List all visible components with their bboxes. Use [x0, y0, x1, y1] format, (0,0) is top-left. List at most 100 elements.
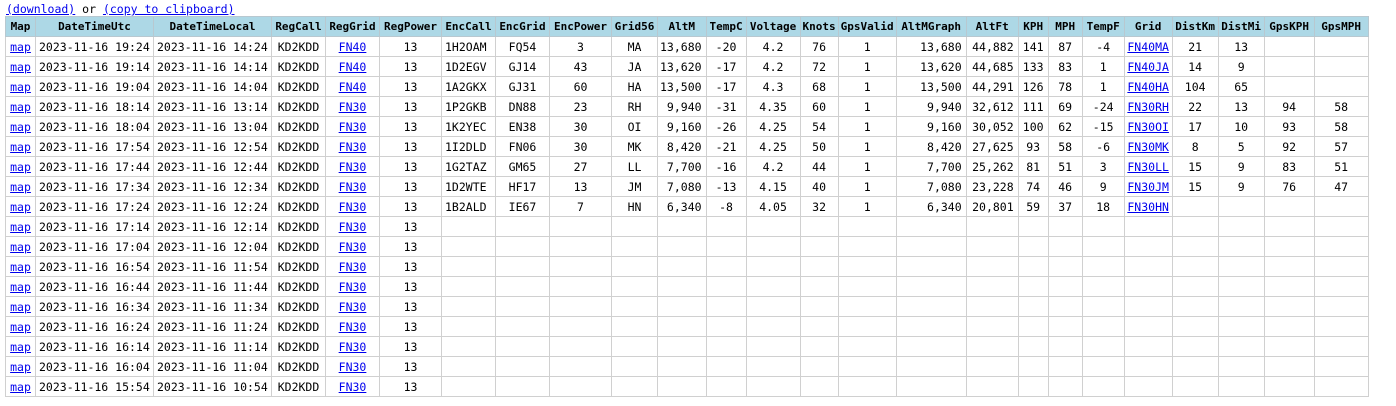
- map-link[interactable]: map: [10, 179, 31, 194]
- map-link[interactable]: map: [10, 359, 31, 374]
- reggrid-link[interactable]: FN30: [338, 139, 367, 154]
- map-link[interactable]: map: [10, 259, 31, 274]
- map-link[interactable]: map: [10, 159, 31, 174]
- cell-gpsmph: [1313, 276, 1369, 297]
- cell-tempf: [1081, 336, 1125, 357]
- map-link[interactable]: map: [10, 379, 31, 394]
- reggrid-link[interactable]: FN40: [338, 79, 367, 94]
- table-row: map 2023-11-16 17:54 2023-11-16 12:54 KD2KD…: [5, 136, 1369, 157]
- cell-datetimeutc: 2023-11-16 17:14: [35, 216, 154, 237]
- reggrid-link[interactable]: FN30: [338, 199, 367, 214]
- grid-link[interactable]: FN30HN: [1127, 199, 1169, 214]
- cell-voltage: [745, 236, 801, 257]
- column-header-tempf[interactable]: TempF: [1081, 16, 1125, 37]
- map-link[interactable]: map: [10, 219, 31, 234]
- cell-tempc: [705, 336, 747, 357]
- cell-tempc: -20: [705, 36, 747, 57]
- column-header-regpower[interactable]: RegPower: [379, 16, 442, 37]
- reggrid-link[interactable]: FN30: [338, 179, 367, 194]
- column-header-knots[interactable]: Knots: [799, 16, 839, 37]
- cell-grid: FN30MK: [1123, 136, 1173, 157]
- map-link[interactable]: map: [10, 119, 31, 134]
- map-link[interactable]: map: [10, 279, 31, 294]
- column-header-gpskph[interactable]: GpsKPH: [1263, 16, 1315, 37]
- cell-grid: [1123, 236, 1173, 257]
- grid-link[interactable]: FN40HA: [1127, 79, 1169, 94]
- grid-link[interactable]: FN40JA: [1127, 59, 1169, 74]
- cell-altm: [657, 356, 707, 377]
- column-header-voltage[interactable]: Voltage: [745, 16, 801, 37]
- reggrid-link[interactable]: FN40: [338, 59, 367, 74]
- cell-altft: 20,801: [965, 196, 1019, 217]
- reggrid-link[interactable]: FN40: [338, 39, 367, 54]
- column-header-altmgraph[interactable]: AltMGraph: [895, 16, 967, 37]
- grid-link[interactable]: FN30RH: [1127, 99, 1169, 114]
- map-link[interactable]: map: [10, 319, 31, 334]
- map-link[interactable]: map: [10, 199, 31, 214]
- column-header-mph[interactable]: MPH: [1047, 16, 1083, 37]
- reggrid-link[interactable]: FN30: [338, 159, 367, 174]
- map-link[interactable]: map: [10, 39, 31, 54]
- cell-encgrid: [495, 236, 550, 257]
- map-link[interactable]: map: [10, 99, 31, 114]
- cell-gpskph: 94: [1263, 96, 1315, 117]
- reggrid-link[interactable]: FN30: [338, 219, 367, 234]
- column-header-grid[interactable]: Grid: [1123, 16, 1173, 37]
- column-header-distkm[interactable]: DistKm: [1171, 16, 1219, 37]
- column-header-gpsmph[interactable]: GpsMPH: [1313, 16, 1369, 37]
- grid-link[interactable]: FN30LL: [1127, 159, 1169, 174]
- cell-datetimelocal: 2023-11-16 11:24: [153, 316, 272, 337]
- column-header-encgrid[interactable]: EncGrid: [495, 16, 550, 37]
- reggrid-link[interactable]: FN30: [338, 119, 367, 134]
- column-header-altft[interactable]: AltFt: [965, 16, 1019, 37]
- table-row: map 2023-11-16 16:44 2023-11-16 11:44 KD2KD…: [5, 276, 1369, 297]
- map-link[interactable]: map: [10, 299, 31, 314]
- reggrid-link[interactable]: FN30: [338, 319, 367, 334]
- reggrid-link[interactable]: FN30: [338, 339, 367, 354]
- cell-map: map: [5, 356, 36, 377]
- map-link[interactable]: map: [10, 339, 31, 354]
- cell-altmgraph: [895, 296, 967, 317]
- cell-map: map: [5, 136, 36, 157]
- grid-link[interactable]: FN40MA: [1127, 39, 1169, 54]
- copy-to-clipboard-link[interactable]: (copy to clipboard): [102, 2, 235, 16]
- column-header-tempc[interactable]: TempC: [705, 16, 747, 37]
- cell-datetimeutc: 2023-11-16 17:54: [35, 136, 154, 157]
- column-header-regcall[interactable]: RegCall: [271, 16, 326, 37]
- cell-kph: 59: [1017, 196, 1049, 217]
- reggrid-link[interactable]: FN30: [338, 299, 367, 314]
- map-link[interactable]: map: [10, 139, 31, 154]
- reggrid-link[interactable]: FN30: [338, 279, 367, 294]
- cell-kph: 126: [1017, 76, 1049, 97]
- cell-altm: [657, 336, 707, 357]
- grid-link[interactable]: FN30MK: [1127, 139, 1169, 154]
- map-link[interactable]: map: [10, 239, 31, 254]
- grid-link[interactable]: FN30OI: [1127, 119, 1169, 134]
- column-header-kph[interactable]: KPH: [1017, 16, 1049, 37]
- download-link[interactable]: (download): [6, 2, 76, 16]
- cell-gpsvalid: 1: [837, 56, 897, 77]
- column-header-datetimeutc[interactable]: DateTimeUtc: [35, 16, 154, 37]
- column-header-reggrid[interactable]: RegGrid: [325, 16, 380, 37]
- cell-enccall: 1B2ALD: [441, 196, 496, 217]
- cell-mph: [1047, 336, 1083, 357]
- column-header-map[interactable]: Map: [5, 16, 36, 37]
- map-link[interactable]: map: [10, 59, 31, 74]
- column-header-distmi[interactable]: DistMi: [1217, 16, 1265, 37]
- reggrid-link[interactable]: FN30: [338, 239, 367, 254]
- reggrid-link[interactable]: FN30: [338, 99, 367, 114]
- grid-link[interactable]: FN30JM: [1127, 179, 1169, 194]
- reggrid-link[interactable]: FN30: [338, 259, 367, 274]
- column-header-gpsvalid[interactable]: GpsValid: [837, 16, 897, 37]
- cell-datetimeutc: 2023-11-16 16:24: [35, 316, 154, 337]
- column-header-encpower[interactable]: EncPower: [549, 16, 612, 37]
- table-row: map 2023-11-16 17:34 2023-11-16 12:34 KD2KD…: [5, 176, 1369, 197]
- map-link[interactable]: map: [10, 79, 31, 94]
- column-header-grid56[interactable]: Grid56: [611, 16, 658, 37]
- column-header-datetimelocal[interactable]: DateTimeLocal: [153, 16, 272, 37]
- reggrid-link[interactable]: FN30: [338, 379, 367, 394]
- reggrid-link[interactable]: FN30: [338, 359, 367, 374]
- column-header-enccall[interactable]: EncCall: [441, 16, 496, 37]
- column-header-altm[interactable]: AltM: [657, 16, 707, 37]
- cell-knots: [799, 316, 839, 337]
